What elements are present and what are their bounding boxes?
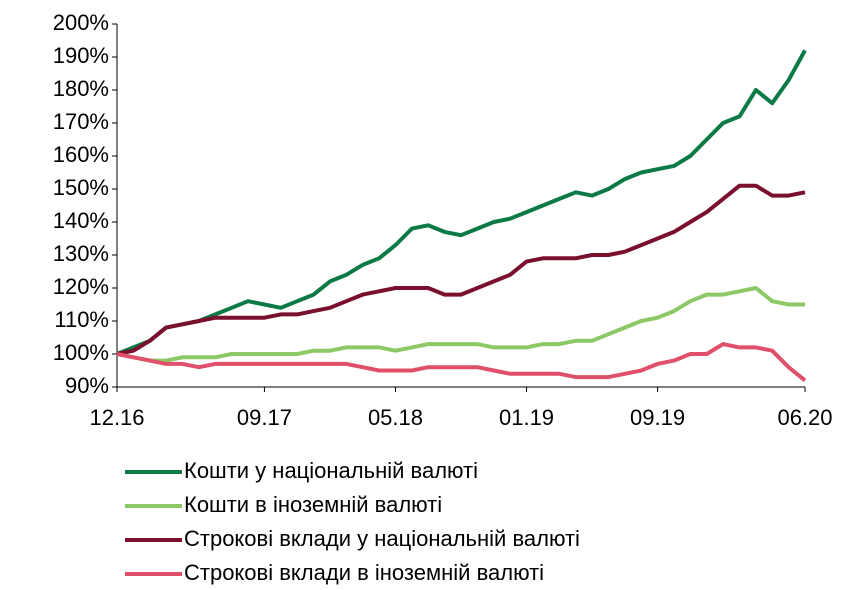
y-tick-label: 120% [53, 274, 109, 299]
y-tick-label: 140% [53, 208, 109, 233]
x-tick-label: 09.17 [237, 405, 292, 430]
y-tick-label: 150% [53, 175, 109, 200]
legend-label: Строкові вклади у національній валюті [184, 526, 580, 551]
series-line [116, 342, 807, 382]
x-tick-label: 05.18 [368, 405, 423, 430]
y-tick-label: 170% [53, 109, 109, 134]
series-line [116, 49, 807, 356]
y-tick-label: 100% [53, 340, 109, 365]
x-tick-label: 09.19 [630, 405, 685, 430]
series-line [116, 183, 806, 356]
legend-label: Строкові вклади в іноземній валюті [184, 560, 544, 585]
y-tick-label: 130% [53, 241, 109, 266]
y-tick-label: 200% [53, 10, 109, 35]
series-line [116, 286, 805, 363]
y-tick-label: 110% [54, 307, 109, 332]
x-tick-label: 06.20 [777, 405, 832, 430]
legend-label: Кошти в іноземній валюті [184, 492, 442, 517]
y-tick-label: 90% [65, 373, 109, 398]
y-tick-label: 160% [53, 142, 109, 167]
y-tick-label: 190% [53, 43, 109, 68]
legend-label: Кошти у національній валюті [184, 458, 478, 483]
x-tick-label: 01.19 [499, 405, 554, 430]
x-tick-label: 12.16 [89, 405, 144, 430]
y-tick-label: 180% [53, 76, 109, 101]
